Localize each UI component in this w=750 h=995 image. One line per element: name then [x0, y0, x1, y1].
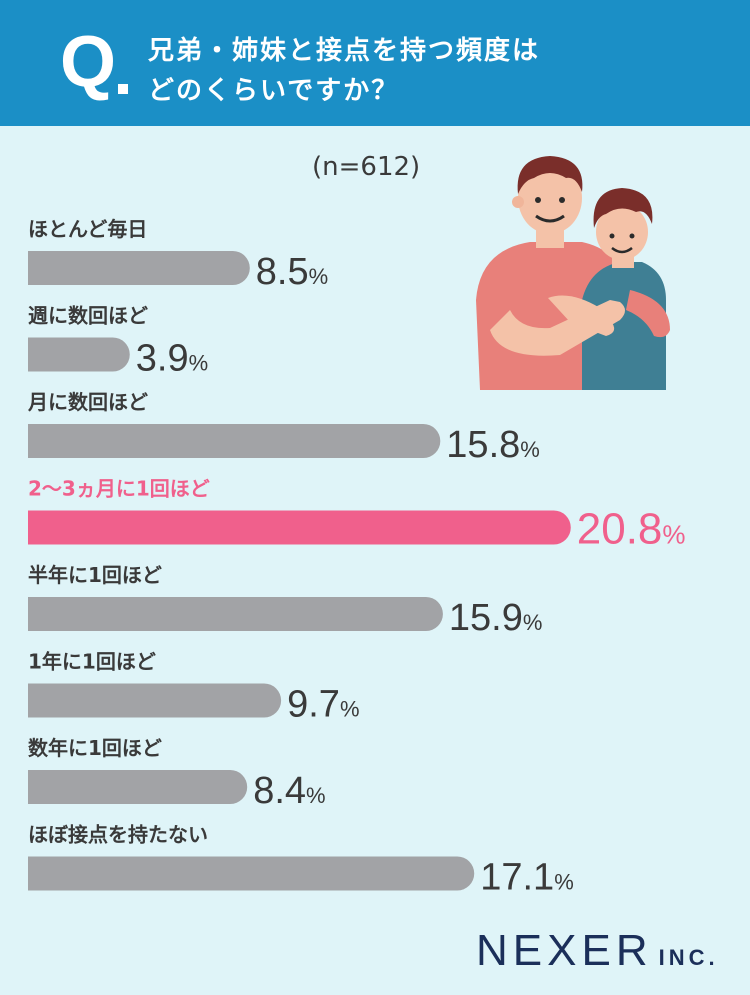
value-label: 8.4%: [253, 770, 325, 812]
bar: [28, 337, 130, 372]
hugging-man-and-boy-illustration: [476, 156, 670, 390]
bar-left-cap: [28, 251, 45, 285]
bar: [28, 251, 250, 285]
question-header: Q 兄弟・姉妹と接点を持つ頻度は どのくらいですか？: [0, 0, 750, 126]
nexer-logo: NEXER INC.: [476, 926, 719, 976]
bar-left-cap: [28, 424, 45, 458]
question-q-mark: Q: [60, 22, 117, 102]
category-label: ほとんど毎日: [28, 217, 147, 241]
value-label: 8.5%: [256, 251, 328, 293]
bar-left-cap: [28, 770, 45, 804]
bar: [28, 510, 571, 545]
category-label: ほぼ接点を持たない: [28, 823, 208, 847]
bar: [28, 683, 282, 718]
value-label: 15.8%: [446, 424, 540, 466]
value-label: 17.1%: [480, 857, 574, 899]
bar-left-cap: [28, 337, 45, 372]
category-label: 数年に1回ほど: [28, 736, 162, 760]
value-label: 20.8%: [577, 505, 686, 554]
bar-left-cap: [28, 510, 45, 545]
bar: [28, 856, 475, 891]
bar-left-cap: [28, 856, 45, 891]
value-label: 15.9%: [449, 597, 543, 639]
brand-sub: INC.: [658, 945, 719, 970]
question-text-line2: どのくらいですか？: [148, 76, 400, 106]
category-label: 1年に1回ほど: [28, 650, 156, 674]
bar-left-cap: [28, 683, 45, 718]
value-label: 9.7%: [287, 684, 359, 726]
question-q-dot: [118, 84, 128, 94]
category-label: 2〜3ヵ月に1回ほど: [28, 477, 210, 501]
bar: [28, 424, 441, 458]
category-label: 月に数回ほど: [27, 390, 148, 414]
brand-main: NEXER: [476, 926, 653, 975]
category-label: 半年に1回ほど: [28, 563, 162, 587]
value-label: 3.9%: [136, 338, 208, 380]
category-label: 週に数回ほど: [28, 304, 148, 328]
bar: [28, 770, 248, 804]
bar-left-cap: [28, 597, 45, 631]
question-text-line1: 兄弟・姉妹と接点を持つ頻度は: [148, 36, 541, 66]
bar: [28, 597, 443, 631]
sample-size: (n=612): [312, 152, 421, 182]
